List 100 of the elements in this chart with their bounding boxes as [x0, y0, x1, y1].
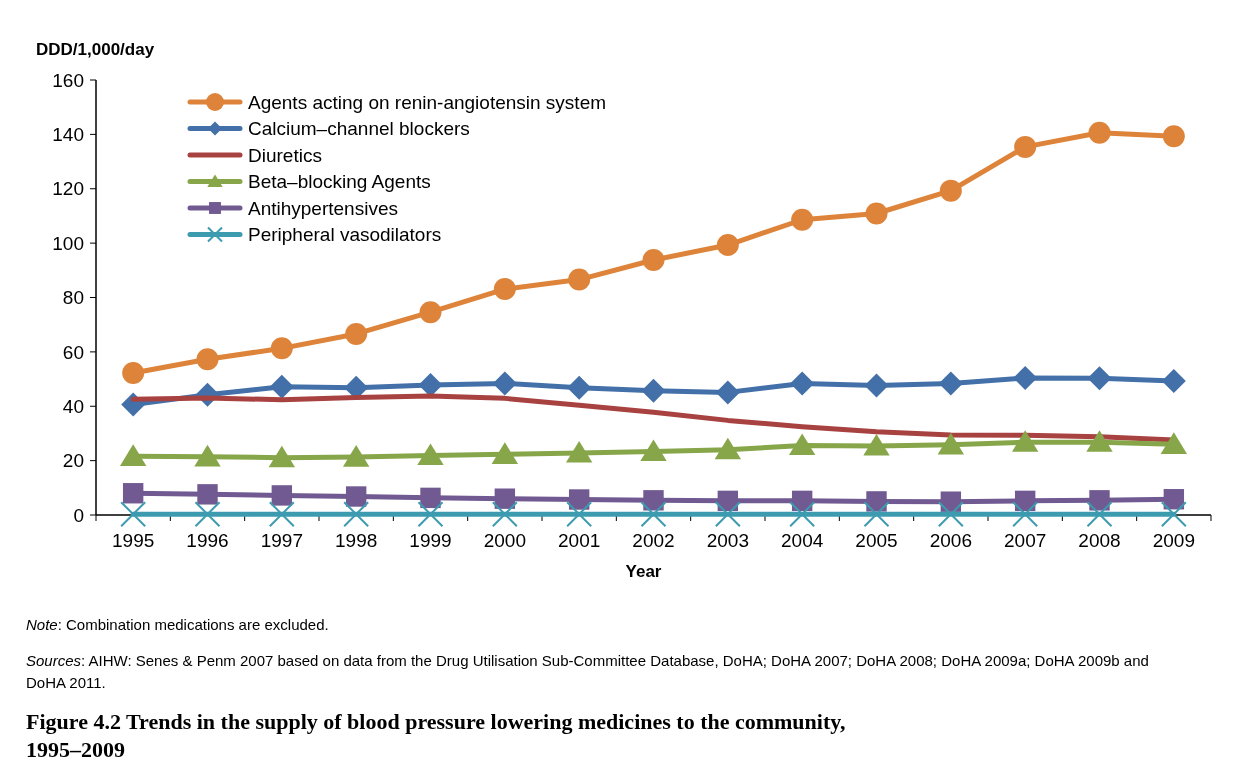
point [1162, 125, 1185, 148]
point [789, 501, 816, 528]
point [939, 179, 962, 202]
point [1086, 430, 1113, 452]
point [1088, 121, 1111, 144]
point [491, 442, 519, 464]
point [788, 433, 816, 455]
point [1011, 430, 1039, 452]
x-tick-label: 2009 [1152, 530, 1195, 551]
point [937, 432, 965, 455]
legend-label: Agents acting on renin-angiotensin system [248, 91, 607, 113]
x-tick-label: 1998 [335, 530, 378, 551]
point [342, 445, 370, 467]
source-note: Sources: AIHW: Senes & Penm 2007 based on data from the Drug Utilisation Sub-Committee Database, DoHA; DoHA 2007; DoHA 2008; DoHA 2009a; DoHA 2009b and DoHA 2011. [26, 651, 1150, 693]
point [568, 489, 590, 510]
legend-label: Antihypertensives [248, 197, 398, 219]
y-axis-title: DDD/1,000/day [36, 40, 155, 59]
point [791, 208, 814, 231]
point [567, 375, 592, 400]
point [714, 437, 742, 460]
x-tick-label: 1997 [260, 530, 303, 551]
x-tick-label: 2000 [483, 530, 526, 551]
point [1012, 501, 1039, 528]
x-tick-label: 1996 [186, 530, 229, 551]
point [420, 487, 441, 509]
point [194, 501, 221, 528]
point [492, 371, 517, 396]
point [1086, 501, 1113, 528]
point [864, 373, 889, 398]
point [565, 441, 593, 463]
x-tick-label: 1999 [409, 530, 452, 551]
point [345, 486, 367, 507]
point [119, 444, 147, 466]
point [1160, 501, 1187, 528]
point [641, 378, 666, 403]
point [268, 501, 295, 528]
point [269, 374, 294, 399]
y-tick-label: 40 [62, 395, 84, 417]
legend-label: Beta–blocking Agents [248, 171, 431, 193]
point [268, 445, 296, 468]
x-axis-title: Year [625, 562, 662, 581]
point [419, 301, 442, 324]
point [417, 443, 444, 466]
point [643, 490, 664, 511]
y-tick-label: 0 [73, 504, 84, 526]
point [640, 501, 667, 528]
point [491, 501, 518, 528]
x-tick-label: 2001 [558, 530, 601, 551]
point [715, 380, 740, 405]
x-tick-label: 2002 [632, 530, 675, 551]
point [937, 501, 964, 528]
point [122, 483, 144, 504]
y-tick-label: 60 [62, 341, 84, 363]
point [640, 439, 667, 461]
y-tick-label: 80 [62, 287, 84, 309]
point [194, 444, 221, 467]
point [196, 348, 219, 371]
legend-label: Peripheral vasodilators [248, 224, 442, 246]
point [566, 501, 593, 528]
x-tick-label: 2007 [1004, 530, 1047, 551]
point [271, 485, 293, 506]
x-tick-label: 1995 [112, 530, 155, 551]
legend-label: Calcium–channel blockers [248, 118, 470, 140]
point [343, 501, 370, 528]
point [197, 484, 218, 505]
point [1089, 490, 1110, 511]
point [1160, 432, 1188, 454]
y-tick-label: 100 [52, 232, 84, 254]
point [865, 202, 888, 225]
text: Note: Combination medications are excluded. [26, 615, 330, 635]
x-tick-label: 2006 [929, 530, 972, 551]
point [1014, 135, 1037, 158]
point [270, 337, 293, 360]
point [863, 501, 890, 528]
point [863, 433, 890, 456]
point [568, 268, 591, 291]
y-tick-label: 160 [52, 69, 84, 91]
point [642, 248, 665, 271]
y-tick-label: 20 [62, 450, 84, 472]
x-tick-label: 2003 [706, 530, 749, 551]
point [345, 322, 368, 345]
point [493, 278, 516, 301]
legend-label: Diuretics [248, 144, 322, 166]
x-tick-label: 2008 [1078, 530, 1121, 551]
y-tick-label: 120 [52, 178, 84, 200]
y-tick-label: 140 [52, 124, 84, 146]
point [122, 362, 145, 385]
point [120, 501, 147, 528]
point [1087, 366, 1112, 391]
point [938, 371, 963, 396]
point [716, 234, 739, 257]
point [1013, 365, 1038, 390]
point [790, 371, 815, 396]
x-tick-label: 2004 [781, 530, 824, 551]
point [417, 501, 444, 528]
point [494, 488, 516, 509]
text: Figure 4.2 Trends in the supply of blood pressure lowering medicines to the community, 1995–2009 [26, 708, 847, 764]
point [714, 501, 741, 528]
x-tick-label: 2005 [855, 530, 898, 551]
point [1161, 368, 1186, 393]
